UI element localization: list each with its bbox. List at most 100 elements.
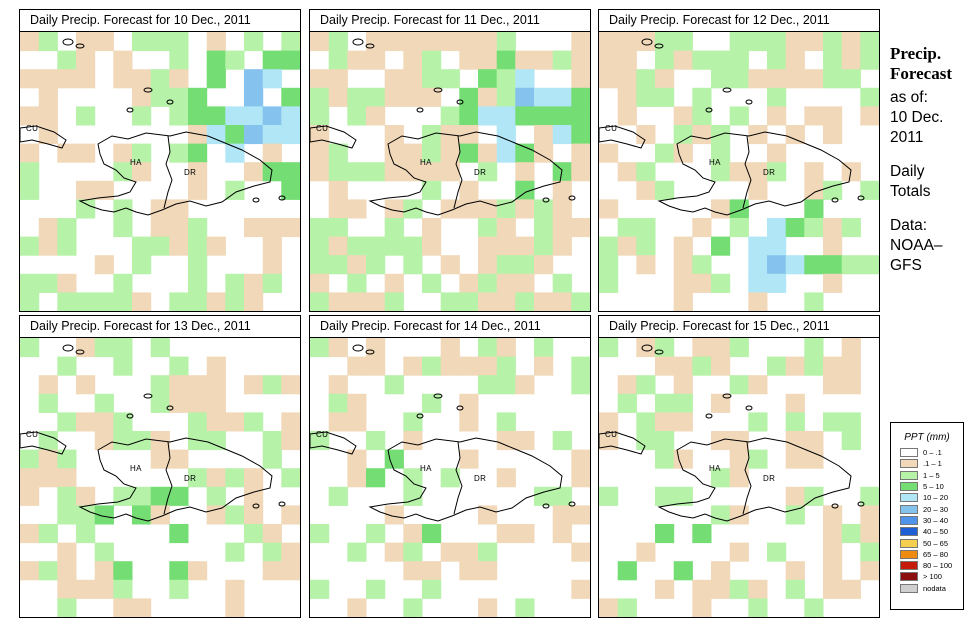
precip-cell — [366, 87, 386, 107]
precip-cell — [823, 125, 843, 145]
cuba-coastline — [599, 125, 646, 149]
precip-cell — [823, 561, 843, 581]
dr-label: DR — [763, 474, 776, 483]
precip-cell — [244, 292, 264, 311]
precip-cell — [328, 486, 348, 506]
precip-cell — [38, 236, 58, 256]
precip-cell — [534, 87, 554, 107]
legend-swatch — [900, 470, 918, 480]
island-outline — [831, 197, 839, 203]
precip-cell — [823, 50, 843, 70]
precip-cell — [515, 236, 535, 256]
precip-cell — [655, 87, 675, 107]
precip-cell — [57, 468, 77, 488]
precip-cell — [206, 106, 226, 126]
precip-cell — [571, 505, 590, 525]
precip-cell — [57, 561, 77, 581]
precip-cell — [534, 143, 554, 163]
precip-cell — [823, 542, 843, 562]
precip-cell — [113, 69, 133, 89]
precip-map: CU HA DR — [20, 338, 300, 617]
precip-cell — [478, 598, 498, 617]
precip-cell — [132, 162, 152, 182]
legend-swatch — [900, 504, 918, 514]
precip-cell — [76, 375, 96, 395]
precip-cell — [767, 356, 787, 376]
haiti-dr-border — [453, 441, 463, 515]
precip-cell — [767, 50, 787, 70]
precip-cell — [711, 356, 731, 376]
precip-cell — [384, 375, 404, 395]
precip-cell — [310, 579, 330, 599]
precip-cell — [310, 87, 330, 107]
precip-cell — [403, 87, 423, 107]
island-outline — [75, 349, 85, 355]
panel-title: Daily Precip. Forecast for 11 Dec., 2011 — [310, 10, 590, 32]
precip-cell — [150, 199, 170, 219]
precip-grid — [599, 32, 879, 311]
precip-cell — [655, 579, 675, 599]
precip-cell — [617, 218, 637, 238]
precip-cell — [785, 486, 805, 506]
precip-cell — [496, 87, 516, 107]
precip-cell — [767, 32, 787, 52]
precip-cell — [785, 579, 805, 599]
precip-cell — [403, 50, 423, 70]
island-outline — [456, 99, 464, 105]
precip-cell — [748, 449, 768, 469]
precip-cell — [478, 356, 498, 376]
precip-cell — [748, 273, 768, 293]
cuba-coastline — [20, 125, 67, 149]
precip-cell — [281, 106, 300, 126]
precip-cell — [440, 199, 460, 219]
island-outline — [433, 393, 443, 399]
island-outline — [542, 197, 550, 203]
precip-cell — [785, 218, 805, 238]
precip-cell — [281, 32, 300, 52]
legend-swatch — [900, 493, 918, 503]
hispaniola-coastline — [78, 131, 273, 216]
precip-cell — [57, 542, 77, 562]
precip-cell — [534, 218, 554, 238]
island-outline — [857, 195, 865, 201]
precip-cell — [748, 579, 768, 599]
precip-cell — [515, 162, 535, 182]
precip-cell — [496, 524, 516, 544]
precip-cell — [459, 542, 479, 562]
legend-label: 50 – 65 — [923, 538, 949, 548]
precip-cell — [767, 255, 787, 275]
map-canvas — [20, 32, 300, 311]
precip-cell — [459, 561, 479, 581]
precip-cell — [748, 162, 768, 182]
precip-cell — [225, 50, 245, 70]
precip-cell — [673, 375, 693, 395]
precip-cell — [188, 162, 208, 182]
precip-cell — [225, 180, 245, 200]
precip-cell — [841, 32, 861, 52]
precip-cell — [150, 32, 170, 52]
precip-cell — [244, 32, 264, 52]
precip-grid — [20, 32, 300, 311]
precip-cell — [20, 106, 40, 126]
precip-cell — [20, 162, 40, 182]
caption-source-2: GFS — [890, 257, 922, 274]
precip-cell — [785, 32, 805, 52]
precip-cell — [496, 468, 516, 488]
island-outline — [568, 195, 576, 201]
precip-cell — [113, 292, 133, 311]
precip-cell — [785, 431, 805, 451]
island-outline — [745, 405, 753, 411]
precip-cell — [366, 106, 386, 126]
precip-cell — [94, 393, 114, 413]
precip-cell — [132, 486, 152, 506]
caption-title-1: Precip. — [890, 44, 942, 63]
precip-cell — [113, 431, 133, 451]
precip-cell — [328, 218, 348, 238]
precip-cell — [534, 106, 554, 126]
hispaniola-coastline — [657, 437, 852, 522]
precip-cell — [440, 106, 460, 126]
precip-cell — [281, 542, 300, 562]
precip-cell — [515, 143, 535, 163]
precip-cell — [188, 412, 208, 432]
precip-cell — [38, 106, 58, 126]
